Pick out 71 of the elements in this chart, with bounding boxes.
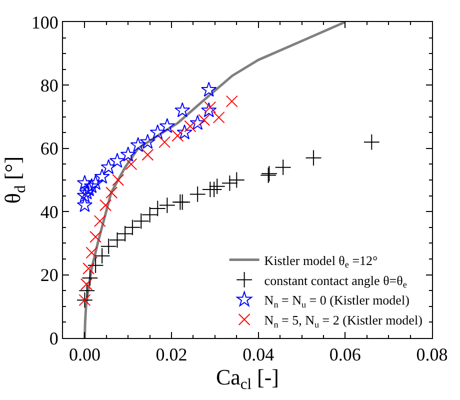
- point: [79, 184, 95, 200]
- point: [81, 181, 97, 196]
- point: [159, 118, 176, 134]
- y-tick-label: 20: [40, 265, 58, 286]
- point: [226, 95, 238, 108]
- point: [174, 102, 190, 118]
- y-tick-label: 80: [40, 76, 58, 96]
- point: [76, 188, 93, 203]
- point: [201, 82, 217, 97]
- x-tick-label: 0.06: [329, 344, 361, 365]
- point: [100, 199, 112, 212]
- point: [190, 114, 206, 130]
- point: [172, 130, 184, 142]
- legend-label: N$_{n}$ = 5, N$_{u}$ = 2 (Kistler model): [264, 312, 422, 330]
- point: [84, 178, 100, 194]
- point: [100, 159, 116, 174]
- point: [132, 212, 150, 230]
- x-tick-label: 0.04: [242, 344, 274, 365]
- point: [106, 186, 118, 199]
- point: [140, 134, 156, 149]
- x-axis-title: Ca$_{cl}$ [-]: [216, 364, 280, 394]
- point: [274, 159, 292, 176]
- point: [94, 215, 106, 228]
- point: [212, 111, 225, 124]
- point: [82, 262, 95, 274]
- x-tick-label: 0.00: [68, 344, 100, 365]
- point: [176, 124, 192, 140]
- y-tick-label: 0: [49, 328, 58, 348]
- point: [94, 168, 110, 184]
- x-tick-label: 0.02: [156, 344, 188, 365]
- point: [76, 174, 93, 190]
- point: [87, 257, 104, 274]
- point: [86, 246, 98, 259]
- point: [142, 148, 154, 161]
- point: [201, 102, 217, 118]
- point: [125, 158, 138, 170]
- point: [189, 186, 206, 202]
- point: [116, 226, 134, 242]
- point: [100, 238, 117, 255]
- point: [305, 150, 322, 166]
- point: [208, 178, 226, 195]
- legend-label: constant contact angle θ=θ$_{e}$: [264, 272, 407, 290]
- point: [130, 137, 146, 152]
- y-tick-label: 100: [31, 12, 58, 32]
- legend-label: Kistler model θ$_{e}$ =12°: [264, 252, 378, 270]
- point: [76, 197, 93, 212]
- point: [112, 174, 124, 186]
- point: [109, 232, 126, 248]
- point: [222, 174, 238, 192]
- point: [80, 278, 92, 290]
- point: [120, 146, 136, 162]
- point: [109, 152, 126, 168]
- point: [94, 248, 110, 264]
- point: [158, 136, 171, 148]
- point: [228, 172, 245, 188]
- point: [158, 197, 176, 214]
- point: [124, 219, 141, 236]
- point: [149, 200, 166, 217]
- point: [150, 124, 166, 140]
- point: [90, 230, 102, 243]
- y-tick-label: 60: [40, 138, 58, 159]
- point: [78, 282, 96, 299]
- y-tick-label: 40: [40, 202, 58, 222]
- point: [142, 206, 158, 223]
- x-tick-label: 0.08: [416, 344, 448, 365]
- legend-label: N$_{n}$ = N$_{u}$ = 0 (Kistler model): [264, 292, 410, 310]
- point: [363, 134, 380, 150]
- point: [198, 114, 210, 126]
- point: [88, 174, 104, 190]
- point: [204, 101, 216, 114]
- point: [82, 270, 98, 286]
